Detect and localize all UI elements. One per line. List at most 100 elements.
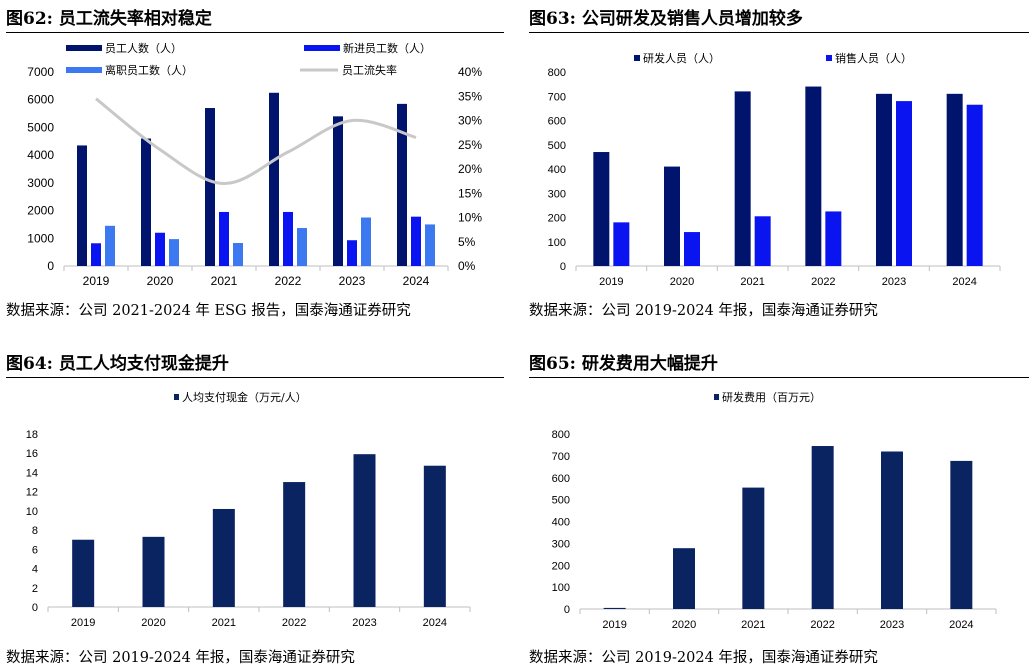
bar-2 (966, 104, 983, 266)
bar-2 (91, 243, 101, 266)
y-tick-label: 10 (26, 506, 38, 518)
bar-1 (142, 536, 165, 607)
figure-62: 图62: 员工流失率相对稳定 0 1000 2000 3000 4000 5000 6000… (0, 0, 505, 330)
turnover-rate-line (95, 97, 417, 186)
y-tick-label: 14 (26, 467, 38, 479)
legend-swatch (714, 394, 719, 400)
y-tick-label: 600 (552, 473, 570, 485)
bar-3 (361, 217, 371, 266)
bar-1 (950, 460, 973, 609)
bar-2 (347, 240, 357, 266)
y-tick-label: 1000 (27, 231, 54, 245)
legend-swatch (634, 55, 640, 61)
bar-1 (603, 607, 626, 609)
bar-1 (397, 103, 407, 266)
figure-title: 图64: 员工人均支付现金提升 (6, 354, 229, 374)
y-tick-label: 200 (548, 213, 566, 225)
y2-tick-label: 15% (458, 186, 482, 200)
bar-1 (811, 446, 834, 609)
x-tick-label: 2020 (672, 619, 696, 631)
x-tick-label: 2020 (147, 274, 174, 288)
bar-2 (411, 216, 421, 266)
bar-3 (425, 224, 435, 266)
bar-1 (205, 108, 215, 267)
y-tick-label: 8 (32, 525, 38, 537)
bar-2 (613, 222, 630, 266)
x-tick-label: 2023 (880, 619, 904, 631)
legend-label: 离职员工数（人） (105, 63, 193, 77)
legend-label: 研发人员（人） (643, 51, 720, 65)
source-note: 数据来源：公司 2019-2024 年报，国泰海通证券研究 (529, 303, 878, 319)
x-tick-label: 2024 (952, 276, 976, 288)
bar-1 (881, 451, 903, 609)
y-tick-label: 100 (552, 582, 570, 594)
y-tick-label: 500 (548, 140, 566, 152)
legend-swatch (174, 394, 179, 400)
bar-1 (269, 92, 279, 267)
bar-1 (77, 145, 87, 266)
bar-1 (353, 454, 376, 607)
x-tick-label: 2021 (740, 276, 764, 288)
title-rule (6, 32, 504, 33)
y-tick-label: 200 (552, 560, 570, 572)
bar-1 (423, 465, 446, 607)
y-tick-label: 12 (26, 487, 38, 499)
bar-1 (283, 482, 306, 607)
y-tick-label: 500 (552, 495, 570, 507)
chart-rd-expense: 0 100 200 300 400 500 600 700 800 2019 2020 2021 202… (552, 390, 997, 631)
bar-1 (946, 93, 963, 266)
y2-tick-label: 0% (458, 259, 476, 273)
x-tick-label: 2022 (275, 274, 302, 288)
x-tick-label: 2023 (352, 617, 376, 629)
y-tick-label: 400 (552, 517, 570, 529)
chart-rd-sales-staff: 0 100 200 300 400 500 600 700 800 2019 2020 2021 202… (548, 51, 1001, 288)
figure-title: 图62: 员工流失率相对稳定 (6, 9, 212, 29)
bar-1 (734, 91, 751, 267)
y-tick-label: 700 (548, 91, 566, 103)
y-tick-label: 3000 (27, 176, 54, 190)
y2-tick-label: 10% (458, 211, 482, 225)
x-tick-label: 2021 (212, 617, 236, 629)
y-tick-label: 0 (47, 259, 54, 273)
bar-1 (876, 93, 892, 266)
y2-tick-label: 40% (458, 65, 482, 79)
bar-2 (825, 211, 842, 266)
bar-3 (169, 239, 179, 266)
y-tick-label: 4000 (27, 148, 54, 162)
legend-label: 员工人数（人） (105, 42, 182, 55)
bar-3 (297, 228, 307, 266)
y2-tick-label: 25% (458, 138, 482, 152)
title-rule (529, 32, 1029, 33)
figure-65: 图65: 研发费用大幅提升 0 100 200 300 400 500 600 700 800 2… (527, 345, 1032, 671)
bar-1 (805, 86, 822, 266)
legend-label: 研发费用（百万元） (722, 390, 821, 404)
x-tick-label: 2020 (141, 617, 165, 629)
bar-1 (593, 152, 610, 266)
y2-tick-label: 5% (458, 235, 476, 249)
chart-staff-turnover: 0 1000 2000 3000 4000 5000 6000 7000 0% 5% 10% 15% 2… (27, 41, 482, 288)
bar-1 (664, 166, 680, 266)
legend-swatch (66, 67, 102, 73)
y-tick-label: 16 (26, 448, 38, 460)
x-tick-label: 2024 (423, 617, 447, 629)
x-tick-label: 2019 (599, 276, 623, 288)
x-tick-label: 2023 (882, 276, 906, 288)
y-tick-label: 6000 (27, 93, 54, 107)
y-tick-label: 4 (32, 564, 38, 576)
legend-swatch (304, 45, 340, 51)
y-tick-label: 700 (552, 451, 570, 463)
y-tick-label: 300 (552, 538, 570, 550)
y2-tick-label: 20% (458, 162, 482, 176)
source-note: 数据来源：公司 2019-2024 年报，国泰海通证券研究 (529, 650, 878, 666)
bar-1 (72, 539, 95, 607)
y-tick-label: 400 (548, 164, 566, 176)
figure-title: 图65: 研发费用大幅提升 (529, 354, 718, 374)
x-tick-label: 2022 (282, 617, 306, 629)
bar-2 (155, 232, 165, 266)
x-tick-label: 2019 (83, 274, 110, 288)
source-note: 数据来源：公司 2021-2024 年 ESG 报告，国泰海通证券研究 (6, 303, 411, 319)
bar-1 (333, 116, 343, 266)
y-tick-label: 2 (32, 583, 38, 595)
bar-1 (141, 138, 151, 266)
y-tick-label: 5000 (27, 120, 54, 134)
